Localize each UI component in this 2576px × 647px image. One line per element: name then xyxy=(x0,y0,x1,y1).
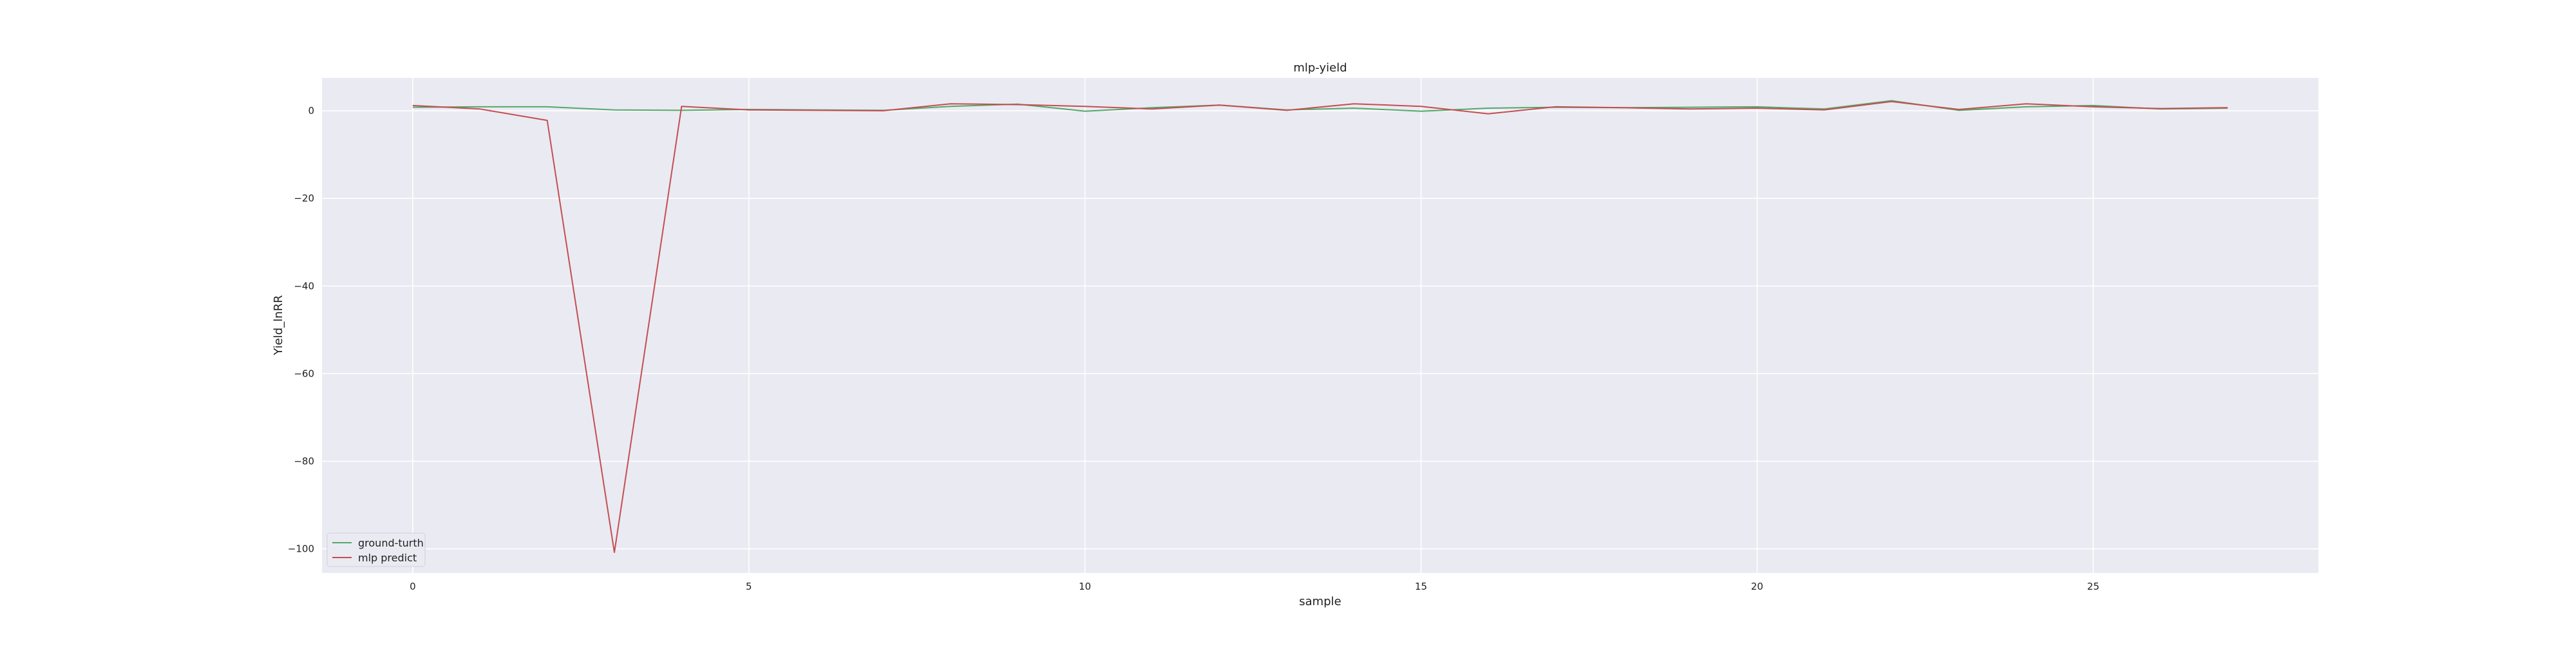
x-tick-label: 0 xyxy=(410,581,416,592)
y-tick-label: −100 xyxy=(288,543,314,555)
x-tick-label: 15 xyxy=(1415,581,1427,592)
x-tick-label: 20 xyxy=(1751,581,1763,592)
y-axis-label: Yield_lnRR xyxy=(272,295,285,355)
y-tick-label: −40 xyxy=(294,280,314,292)
legend-label-mlp-predict: mlp predict xyxy=(358,552,417,564)
x-tick-labels: 0 5 10 15 20 25 xyxy=(410,581,2099,592)
series-lines xyxy=(412,100,2228,553)
y-tick-label: 0 xyxy=(308,105,314,117)
y-tick-label: −80 xyxy=(294,455,314,467)
legend: ground-turth mlp predict xyxy=(327,532,426,567)
x-tick-label: 10 xyxy=(1079,581,1091,592)
y-tick-label: −20 xyxy=(294,192,314,204)
grid-x xyxy=(412,78,2094,573)
legend-label-ground-turth: ground-turth xyxy=(358,537,424,549)
chart-title: mlp-yield xyxy=(1293,61,1347,75)
series-line-mlp-predict xyxy=(412,100,2228,553)
y-tick-labels: 0 −20 −40 −60 −80 −100 xyxy=(288,105,314,555)
x-tick-label: 25 xyxy=(2087,581,2099,592)
plot-area xyxy=(322,78,2318,573)
x-axis-label: sample xyxy=(1299,595,1341,608)
x-tick-label: 5 xyxy=(746,581,752,592)
y-tick-label: −60 xyxy=(294,368,314,379)
